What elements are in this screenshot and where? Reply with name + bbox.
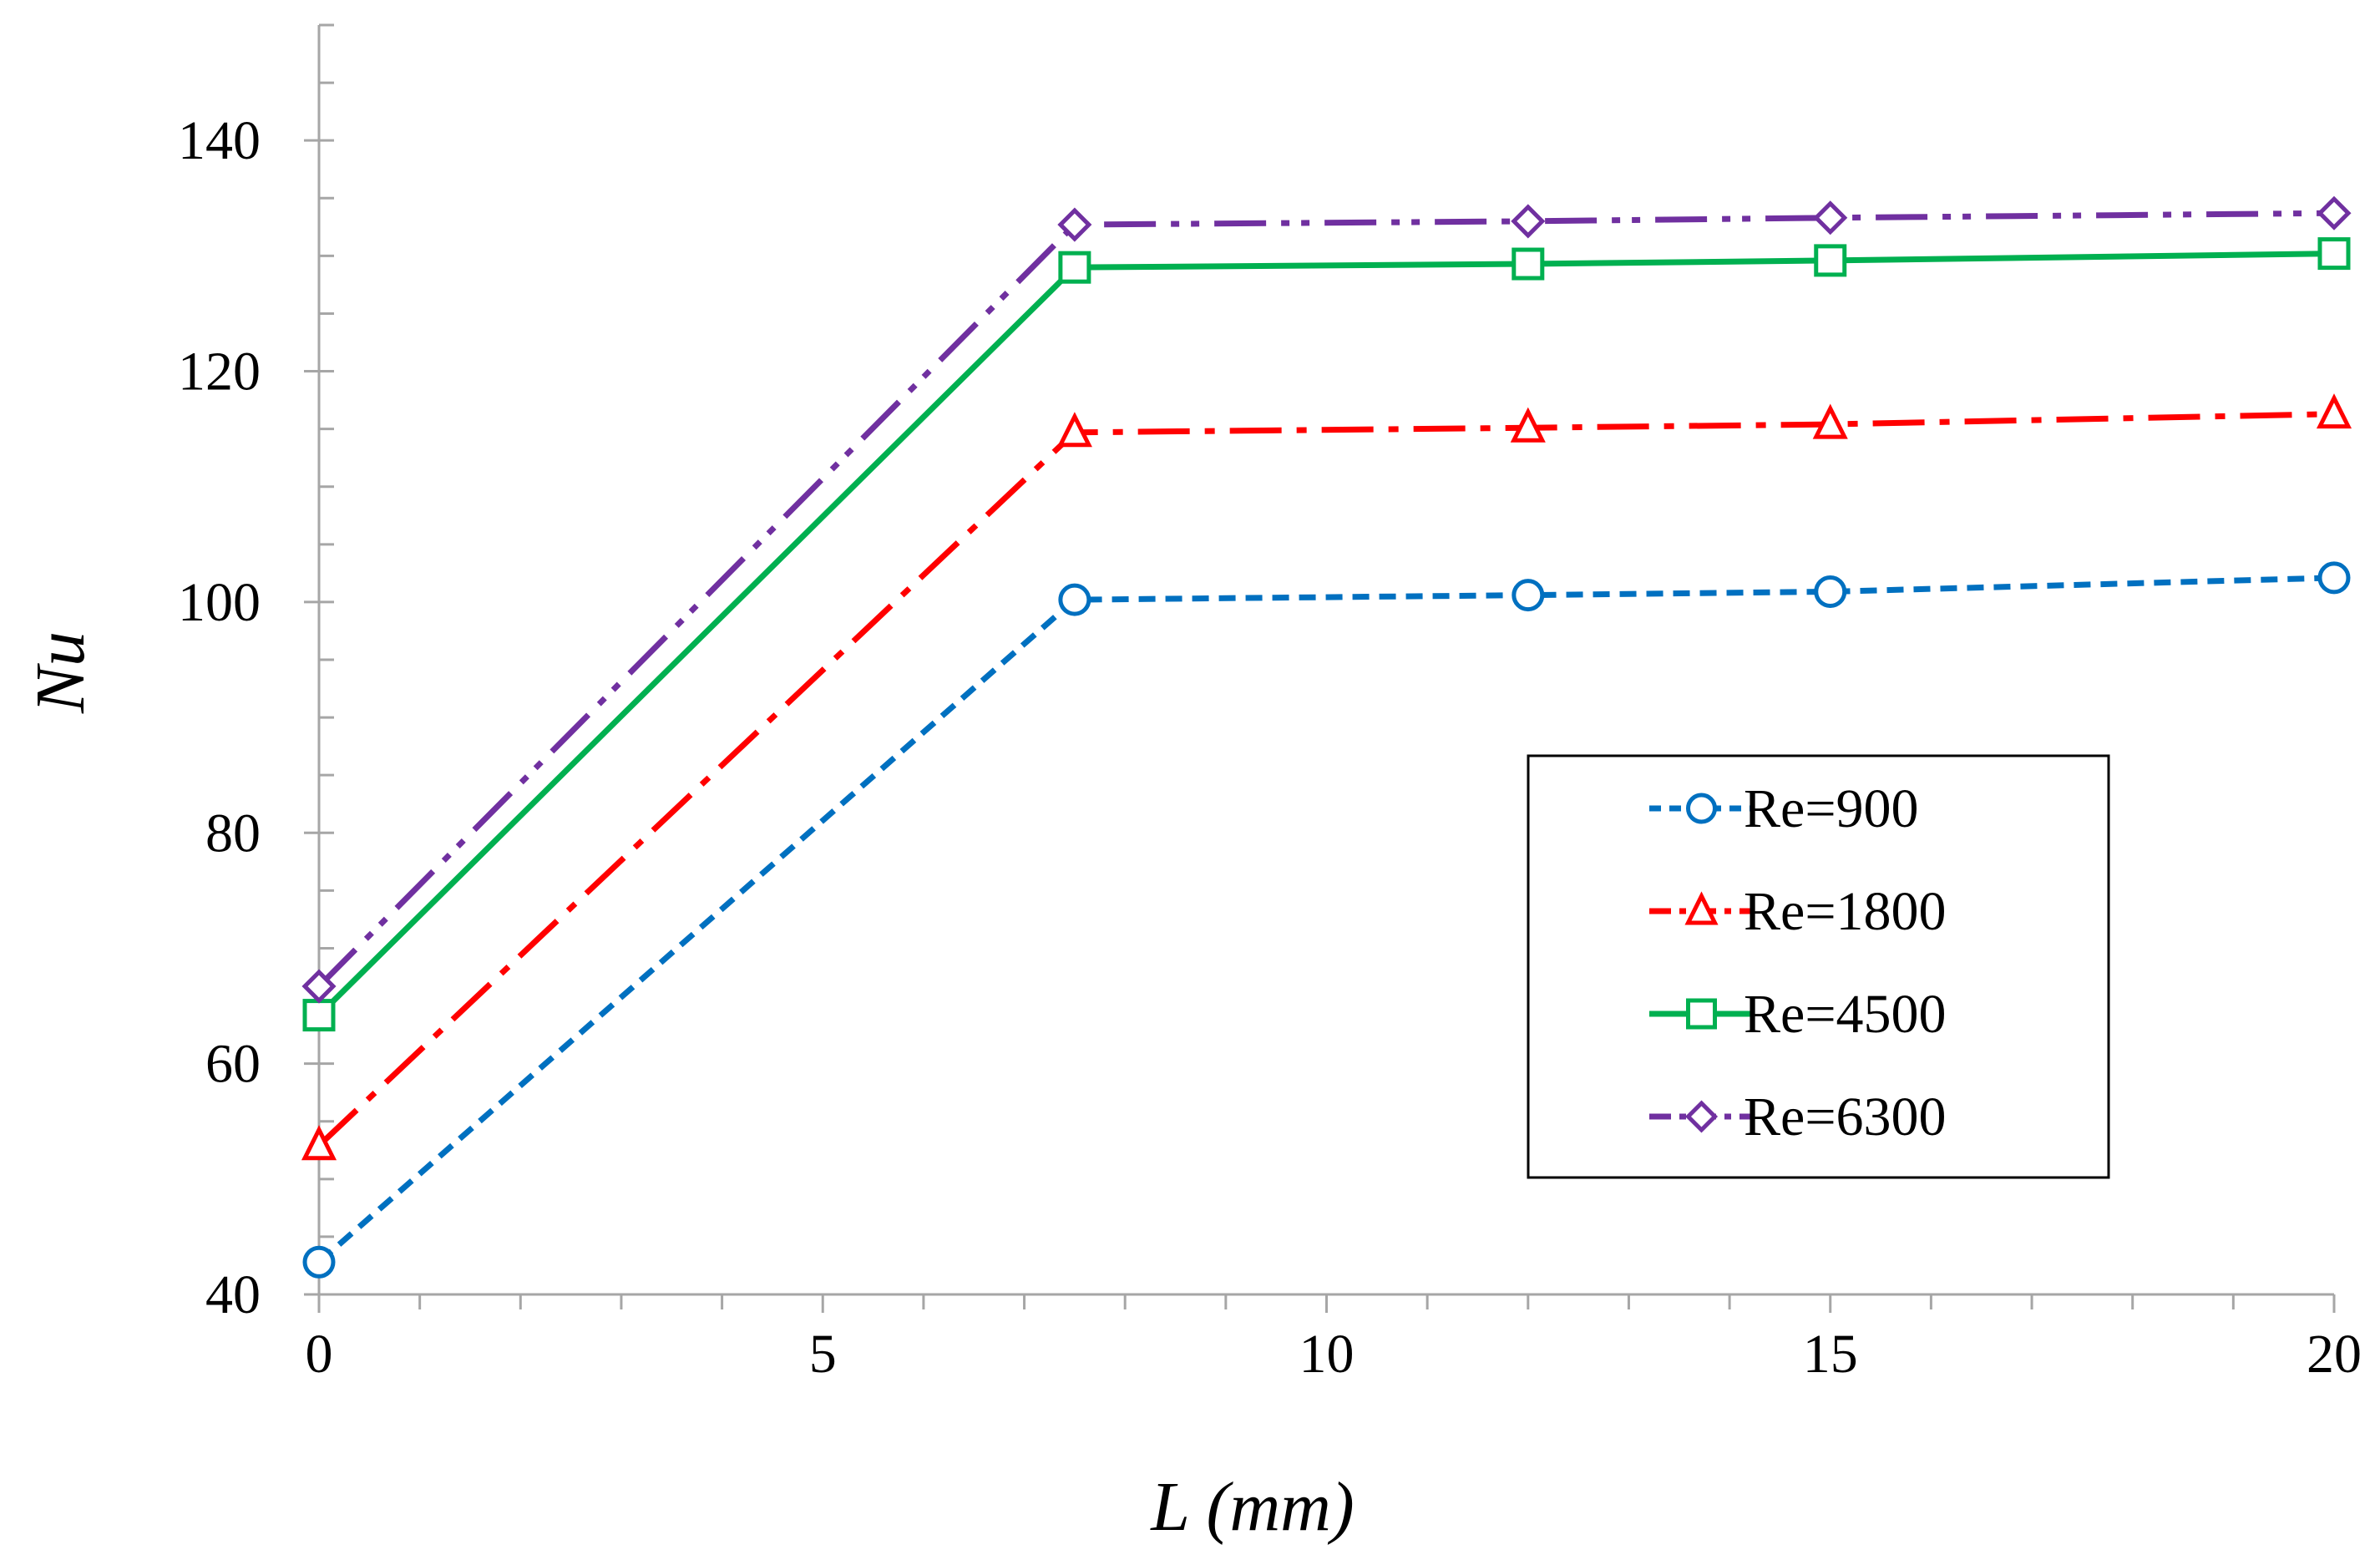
data-point (2317, 561, 2351, 595)
legend-entry: Re=900 (1649, 778, 1919, 839)
data-point (1056, 412, 1092, 448)
data-point (1814, 244, 1847, 277)
data-point (1814, 575, 1847, 608)
y-tick-label: 140 (178, 110, 261, 171)
x-tick-label: 15 (1803, 1324, 1858, 1385)
y-tick-label: 80 (205, 803, 261, 864)
legend-label: Re=6300 (1744, 1086, 1947, 1147)
data-point (1510, 407, 1546, 443)
data-point (1511, 204, 1546, 239)
data-point (302, 999, 336, 1032)
legend-swatch-marker (1686, 998, 1717, 1030)
y-axis-title: Nu (22, 631, 99, 714)
data-point (302, 1245, 336, 1279)
legend-label: Re=4500 (1744, 984, 1947, 1045)
x-tick-label: 20 (2307, 1324, 2362, 1385)
data-point (1512, 579, 1545, 612)
data-point (2316, 393, 2352, 429)
legend-swatch-marker (1684, 1100, 1719, 1133)
data-point (301, 1125, 337, 1161)
data-point (1058, 583, 1091, 616)
data-point (1813, 200, 1848, 236)
y-tick-label: 60 (205, 1034, 261, 1095)
axes: 0 5 10 15 20 40 60 80 100 120 140 (178, 23, 2362, 1385)
legend-swatch-marker (1684, 891, 1719, 925)
x-axis-title: L (mm) (1150, 1468, 1354, 1546)
series-group (301, 195, 2352, 1279)
y-tick-label: 40 (205, 1264, 261, 1325)
x-tick-label: 5 (809, 1324, 837, 1385)
data-point (2317, 237, 2351, 271)
legend-entry: Re=1800 (1649, 881, 1947, 942)
data-point (1058, 251, 1091, 284)
data-point (1812, 403, 1848, 439)
series-re-4500 (302, 237, 2351, 1032)
legend-entry: Re=4500 (1649, 984, 1947, 1045)
x-tick-label: 10 (1299, 1324, 1355, 1385)
x-tick-label: 0 (306, 1324, 333, 1385)
data-point (301, 969, 337, 1004)
legend-label: Re=900 (1744, 778, 1919, 839)
data-point (1512, 247, 1545, 281)
legend-swatch-marker (1686, 793, 1717, 824)
series-re-900 (302, 561, 2351, 1279)
data-point (1057, 207, 1092, 242)
y-tick-label: 120 (178, 342, 261, 403)
legend-box (1527, 754, 2110, 1179)
legend-label: Re=1800 (1744, 881, 1947, 942)
data-point (2317, 195, 2352, 230)
series-re-6300 (301, 195, 2352, 1004)
series-re-1800 (301, 393, 2352, 1161)
legend-entry: Re=6300 (1649, 1086, 1947, 1147)
y-tick-label: 100 (178, 572, 261, 633)
legend: Re=900 Re=1800 Re=4500 Re=6300 (1527, 754, 2110, 1179)
